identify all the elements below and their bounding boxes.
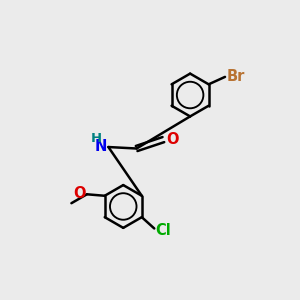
Text: O: O: [166, 131, 178, 146]
Text: Br: Br: [226, 69, 245, 84]
Text: Cl: Cl: [155, 223, 171, 238]
Text: O: O: [73, 186, 86, 201]
Text: H: H: [90, 132, 101, 145]
Text: N: N: [94, 139, 107, 154]
